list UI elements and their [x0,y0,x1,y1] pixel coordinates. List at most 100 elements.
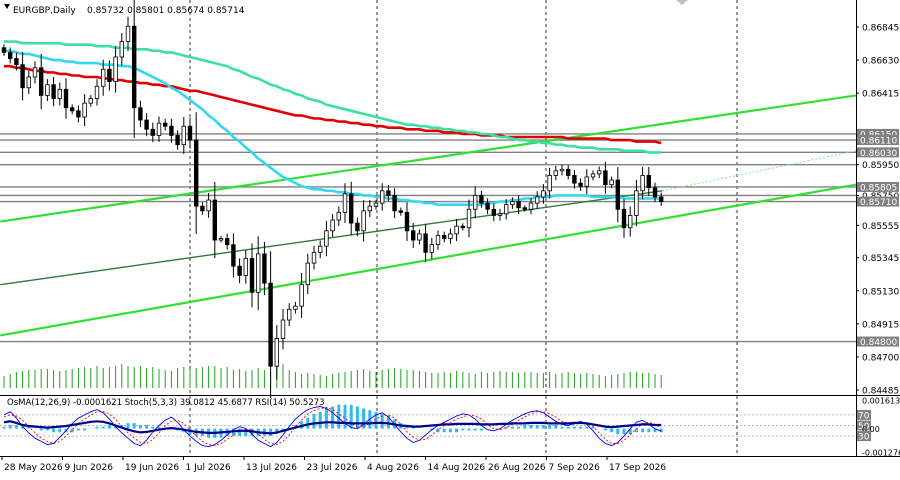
candle [175,130,180,150]
candle-body [1,47,7,53]
candle [206,193,211,218]
candle-body [274,338,279,367]
candle-body [187,125,193,141]
candle-body [101,68,106,87]
candle-body [94,85,100,99]
candle-body [472,195,478,210]
candle [646,166,651,197]
candle [311,245,317,270]
candle [485,198,490,215]
candle-body [659,196,664,202]
price-tick-label: 0.86415 [862,90,899,100]
candle-body [144,119,149,130]
candle-body [448,233,453,239]
candle [634,179,639,227]
candle [454,218,459,242]
date-label: 26 Aug 2026 [488,463,546,473]
candle [1,44,7,56]
candle-body [379,190,385,204]
candle-body [324,230,329,247]
candle [224,233,230,250]
candle [621,199,627,238]
candle [535,191,540,209]
candle-body [88,98,93,104]
candle [373,199,379,210]
indicator-level-label: 30 [858,433,870,443]
candle [584,169,589,195]
candle-body [280,319,286,339]
candle-body [386,190,391,196]
candle [7,47,13,64]
stoch-signal-line [3,407,662,447]
candle [460,223,465,231]
candle [70,104,75,115]
price-level-tag [857,147,899,158]
candle-body [491,208,496,216]
candle [429,237,434,260]
candle-body [646,175,651,189]
channel-upper-line [0,94,857,223]
candle [39,53,44,110]
candle [63,78,69,119]
candle [293,301,298,314]
candle-body [286,308,292,321]
indicator-tick-label: 0.0016133 [862,397,900,406]
channel-mid-line [0,190,663,286]
candle [590,170,596,181]
candle [299,272,304,318]
candle-body [578,182,583,187]
candle-body [460,225,465,229]
candle-body [169,125,174,136]
date-label: 28 May 2026 [4,463,63,473]
candle-body [417,233,422,241]
candle [448,228,453,244]
candle [57,82,62,106]
price-tick-label: 0.86630 [862,57,899,67]
date-label: 23 Jul 2026 [307,463,358,473]
candle [156,116,162,143]
candle [76,105,81,123]
candle [107,60,112,91]
candle [243,250,248,284]
candle [435,230,441,250]
candle-body [547,175,552,192]
candle [510,197,515,209]
candle [547,167,552,199]
price-level-label: 0.86110 [860,137,897,147]
candle-body [404,211,410,232]
candle [522,205,527,212]
candle-body [107,68,112,83]
candle [138,100,143,128]
candle [603,161,608,194]
candle-body [175,135,180,146]
candle-body [410,230,416,241]
candle [348,181,354,236]
candle-body [609,179,614,186]
candle [125,16,131,52]
indicator-panel [0,395,900,457]
chart-title: EURGBP,Daily [13,6,76,16]
horizontal-levels [0,133,856,343]
date-label: 7 Sep 2026 [549,463,601,473]
candle-body [193,139,199,207]
candle [218,236,224,243]
candle [417,229,422,245]
candle-body [7,51,13,59]
dropdown-arrow-icon[interactable] [4,4,10,9]
candle-body [237,265,242,276]
candle [410,222,416,248]
candle [342,183,348,223]
price-level-tag [857,135,899,146]
candle [404,202,410,241]
candle-body [342,193,348,213]
date-label: 4 Aug 2026 [367,463,419,473]
candle [94,79,100,106]
candle-body [621,208,627,229]
candle-body [125,25,131,43]
candle-body [45,84,50,96]
candle-body [510,201,515,206]
candle [367,199,372,218]
candle [187,117,193,149]
indicator-level-tag [857,420,871,431]
